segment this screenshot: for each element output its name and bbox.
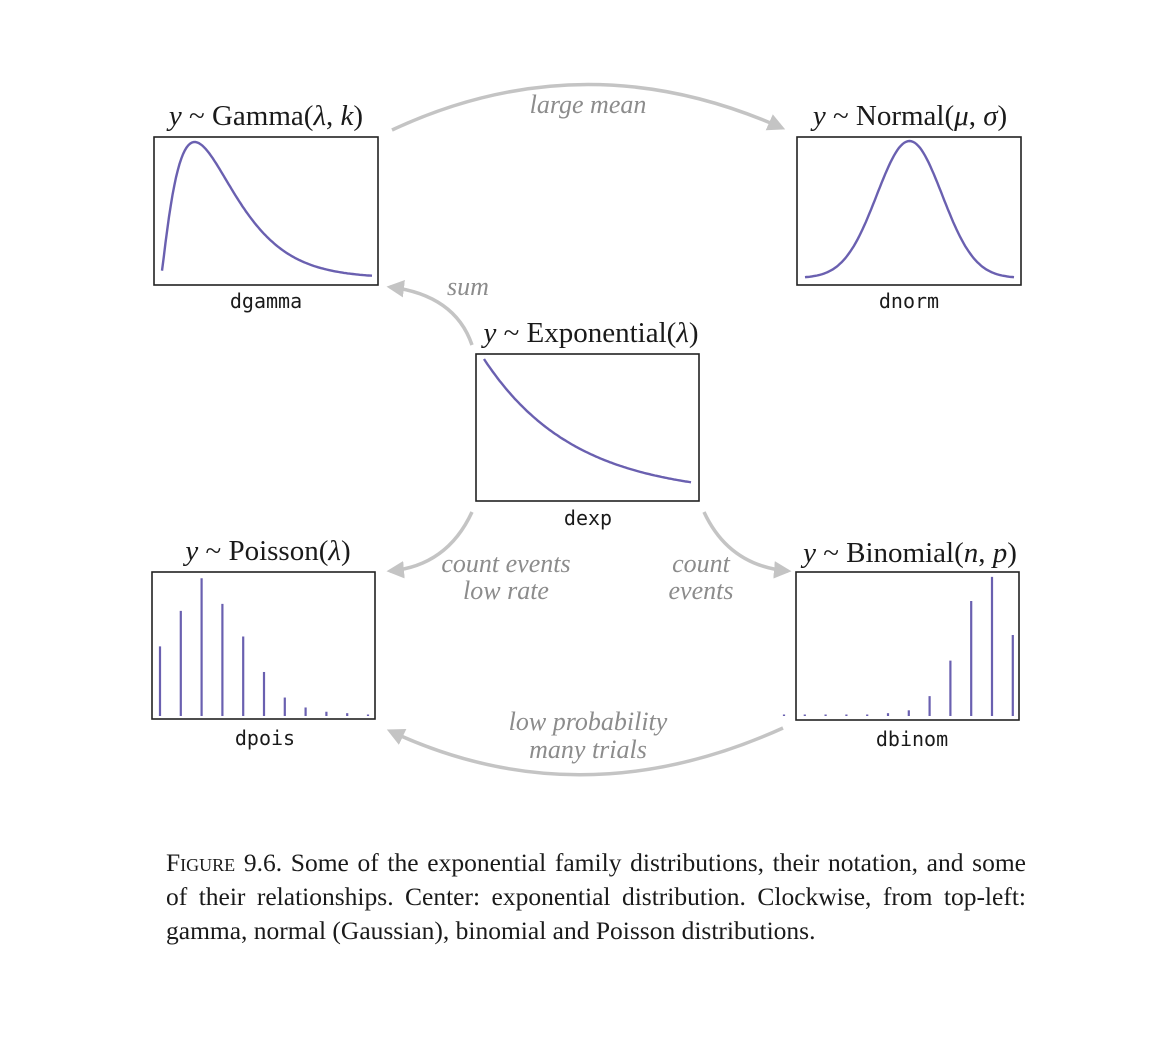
caption-label: Figure 9.6.	[166, 848, 283, 877]
normal-function-label: dnorm	[879, 289, 939, 313]
binomial-function-label: dbinom	[876, 727, 948, 751]
arrow-exponential-to-poisson	[386, 511, 474, 579]
poisson-bars	[158, 578, 370, 716]
distribution-diagram: large mean sum count events low rate cou…	[151, 82, 1022, 777]
arrow-exponential-to-binomial	[702, 511, 792, 579]
poisson-title: y ~ Poisson(λ)	[182, 535, 350, 567]
node-exponential: y ~ Exponential(λ) dexp	[475, 317, 700, 530]
arrow-binomial-to-poisson	[386, 726, 784, 777]
arrow-exponential-to-gamma	[386, 280, 474, 346]
node-normal: y ~ Normal(μ, σ) dnorm	[796, 100, 1022, 313]
normal-plot-frame	[796, 136, 1022, 286]
normal-density-curve	[804, 139, 1015, 279]
binomial-plot-frame	[795, 571, 1020, 721]
node-gamma: y ~ Gamma(λ, k) dgamma	[153, 100, 379, 313]
binomial-title: y ~ Binomial(n, p)	[800, 537, 1017, 569]
poisson-function-label: dpois	[235, 726, 295, 750]
edge-label-events-line2: events	[669, 576, 734, 605]
exponential-function-label: dexp	[564, 506, 612, 530]
binomial-bars	[782, 576, 1014, 716]
gamma-density-curve	[160, 140, 373, 277]
figure-caption: Figure 9.6. Some of the exponential fami…	[166, 846, 1026, 948]
edge-label-sum: sum	[447, 272, 489, 301]
gamma-function-label: dgamma	[230, 289, 302, 313]
gamma-title: y ~ Gamma(λ, k)	[166, 100, 363, 132]
node-poisson: y ~ Poisson(λ) dpois	[151, 535, 376, 750]
arrow-gamma-to-normal	[391, 82, 786, 132]
normal-title: y ~ Normal(μ, σ)	[810, 100, 1007, 132]
edge-label-many-trials-line2: many trials	[529, 735, 647, 764]
gamma-plot-frame	[153, 136, 379, 286]
edge-label-count-events-line1: count events	[441, 549, 570, 578]
exponential-title: y ~ Exponential(λ)	[480, 317, 698, 349]
caption-text: Some of the exponential family distribut…	[166, 848, 1026, 945]
edge-label-large-mean: large mean	[530, 90, 647, 119]
node-binomial: y ~ Binomial(n, p) dbinom	[782, 537, 1020, 751]
edge-label-low-probability-line1: low probability	[509, 707, 668, 736]
exponential-density-curve	[482, 358, 692, 484]
edge-label-low-rate-line2: low rate	[463, 576, 549, 605]
edge-label-count-line1: count	[672, 549, 731, 578]
